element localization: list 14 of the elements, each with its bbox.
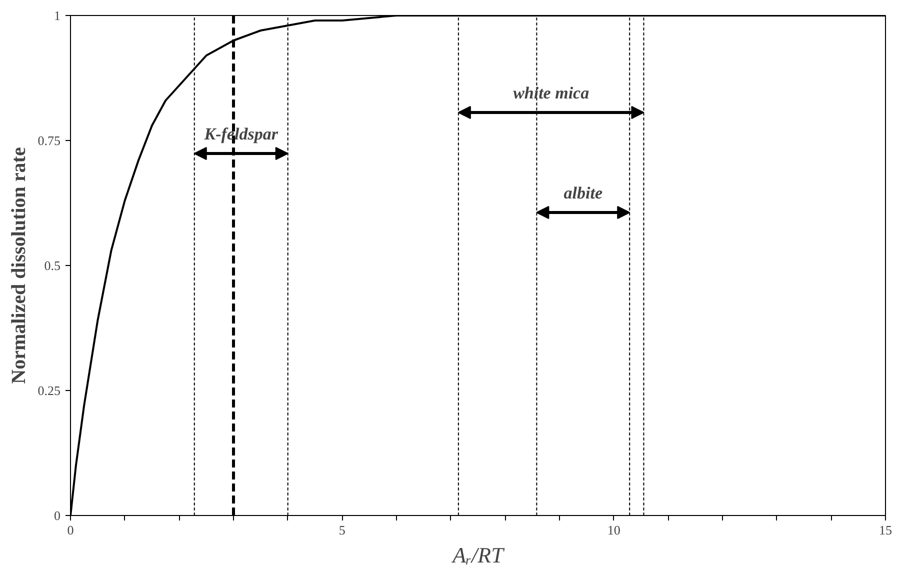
annotation: K-feldspar [203, 124, 278, 144]
x-axis-title: Aᵣ/RT [450, 542, 506, 568]
annotation: white mica [513, 84, 590, 102]
x-tick-label: 15 [879, 522, 892, 538]
y-axis-title: Normalized dissolution rate [8, 147, 30, 384]
x-tick-label: 10 [607, 522, 620, 538]
y-tick-label: 0.5 [44, 258, 60, 273]
y-tick-label: 1 [54, 8, 60, 23]
y-tick-label: 0.75 [38, 133, 60, 148]
x-tick-label: 0 [67, 522, 74, 538]
y-tick-label: 0.25 [38, 383, 60, 398]
y-tick-label: 0 [54, 508, 60, 523]
x-tick-label: 5 [338, 522, 346, 538]
annotation: albite [564, 184, 603, 202]
